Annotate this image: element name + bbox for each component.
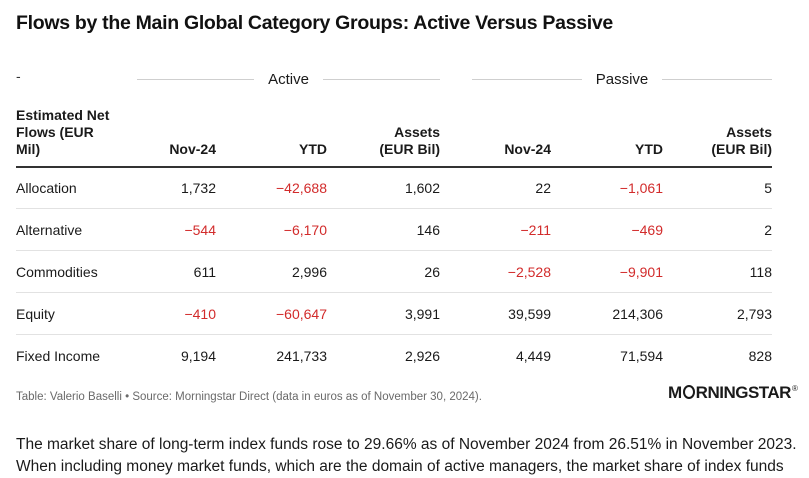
cell-active-assets: 1,602 — [404, 180, 440, 196]
cell-category: Commodities — [16, 264, 98, 280]
cell-active-assets: 2,926 — [404, 348, 440, 364]
header-estimated-net-flows: Estimated Net Flows (EUR Mil) — [16, 107, 110, 157]
divider — [137, 78, 255, 80]
row-divider — [16, 292, 772, 293]
cell-passive-nov: 4,449 — [515, 348, 551, 364]
logo-o-icon — [682, 385, 695, 399]
page-title: Flows by the Main Global Category Groups… — [16, 12, 613, 34]
cell-active-assets: 3,991 — [404, 306, 440, 322]
group-active-label: Active — [268, 70, 309, 88]
header-active-assets: Assets (EUR Bil) — [379, 124, 440, 157]
divider — [472, 78, 582, 80]
logo-text: RNINGSTAR — [695, 383, 792, 402]
cell-category: Fixed Income — [16, 348, 101, 364]
cell-passive-ytd: −9,901 — [619, 264, 663, 280]
header-active-ytd: YTD — [299, 141, 327, 157]
morningstar-logo: M RNINGSTAR ® — [668, 383, 798, 403]
header-passive-ytd: YTD — [635, 141, 663, 157]
cell-active-nov: −544 — [184, 222, 216, 238]
corner-mark: - — [16, 68, 21, 84]
cell-passive-assets: 2 — [764, 222, 772, 238]
cell-active-ytd: −60,647 — [276, 306, 327, 322]
logo-letter-m: M — [668, 383, 682, 402]
article-paragraph: The market share of long-term index fund… — [16, 436, 797, 475]
cell-active-ytd: −42,688 — [276, 180, 327, 196]
cell-passive-nov: 39,599 — [508, 306, 551, 322]
row-divider — [16, 334, 772, 335]
row-divider — [16, 208, 772, 209]
cell-active-nov: 9,194 — [180, 348, 216, 364]
header-rule — [16, 166, 772, 168]
row-divider — [16, 250, 772, 251]
cell-passive-nov: −211 — [520, 222, 552, 238]
cell-passive-assets: 2,793 — [736, 306, 772, 322]
cell-category: Allocation — [16, 180, 77, 196]
cell-passive-ytd: 71,594 — [620, 348, 663, 364]
cell-active-ytd: 2,996 — [291, 264, 327, 280]
cell-passive-assets: 5 — [764, 180, 772, 196]
column-group-header: - Active Passive — [0, 68, 809, 90]
cell-passive-nov: 22 — [535, 180, 551, 196]
table-row: Fixed Income 9,194 241,733 2,926 4,449 71,594… — [0, 335, 809, 377]
group-passive: Passive — [472, 68, 772, 90]
source-note: Table: Valerio Baselli • Source: Morning… — [16, 391, 482, 403]
group-active: Active — [137, 68, 441, 90]
cell-passive-ytd: −1,061 — [619, 180, 663, 196]
cell-active-ytd: −6,170 — [283, 222, 327, 238]
divider — [662, 78, 772, 80]
cell-active-nov: 611 — [193, 264, 216, 280]
cell-passive-nov: −2,528 — [507, 264, 551, 280]
cell-passive-assets: 828 — [748, 348, 772, 364]
logo-registered: ® — [791, 384, 798, 393]
cell-active-ytd: 241,733 — [276, 348, 327, 364]
table-row: Commodities 611 2,996 26 −2,528 −9,901 118 — [0, 251, 809, 293]
table-row: Alternative −544 −6,170 146 −211 −469 2 — [0, 209, 809, 251]
header-active-nov: Nov-24 — [169, 141, 216, 157]
header-passive-nov: Nov-24 — [504, 141, 551, 157]
cell-category: Alternative — [16, 222, 83, 238]
cell-passive-assets: 118 — [749, 264, 772, 280]
cell-category: Equity — [16, 306, 55, 322]
table-row: Allocation 1,732 −42,688 1,602 22 −1,061 5 — [0, 167, 809, 209]
cell-passive-ytd: 214,306 — [612, 306, 663, 322]
cell-passive-ytd: −469 — [631, 222, 663, 238]
cell-active-assets: 146 — [416, 222, 440, 238]
group-passive-label: Passive — [595, 70, 649, 88]
table-row: Equity −410 −60,647 3,991 39,599 214,306 2,793 — [0, 293, 809, 335]
divider — [322, 78, 441, 80]
cell-active-nov: 1,732 — [180, 180, 216, 196]
cell-active-nov: −410 — [184, 306, 216, 322]
table-header: Estimated Net Flows (EUR Mil) Nov-24 YTD… — [0, 104, 809, 164]
header-passive-assets: Assets (EUR Bil) — [711, 124, 772, 157]
cell-active-assets: 26 — [424, 264, 440, 280]
